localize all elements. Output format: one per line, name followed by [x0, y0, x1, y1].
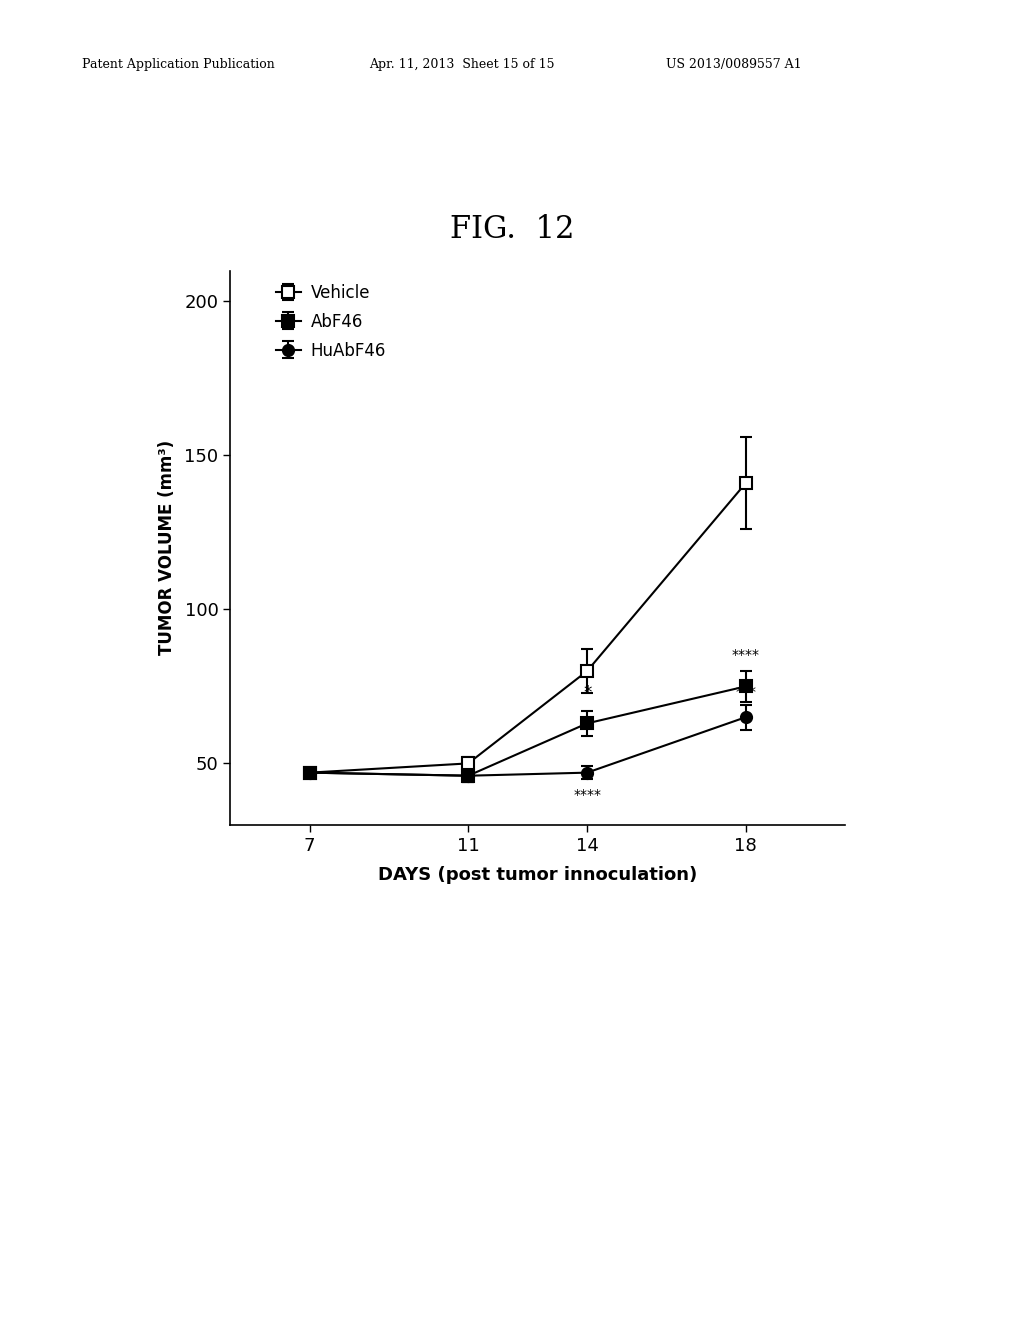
Legend: Vehicle, AbF46, HuAbF46: Vehicle, AbF46, HuAbF46 [275, 285, 386, 360]
Text: ****: **** [732, 648, 760, 661]
Text: *: * [583, 684, 591, 702]
X-axis label: DAYS (post tumor innoculation): DAYS (post tumor innoculation) [378, 866, 697, 884]
Text: FIG.  12: FIG. 12 [450, 214, 574, 246]
Text: US 2013/0089557 A1: US 2013/0089557 A1 [666, 58, 801, 70]
Text: ***: *** [735, 685, 756, 698]
Text: Apr. 11, 2013  Sheet 15 of 15: Apr. 11, 2013 Sheet 15 of 15 [369, 58, 554, 70]
Text: Patent Application Publication: Patent Application Publication [82, 58, 274, 70]
Text: ****: **** [573, 788, 601, 803]
Y-axis label: TUMOR VOLUME (mm³): TUMOR VOLUME (mm³) [158, 441, 176, 655]
